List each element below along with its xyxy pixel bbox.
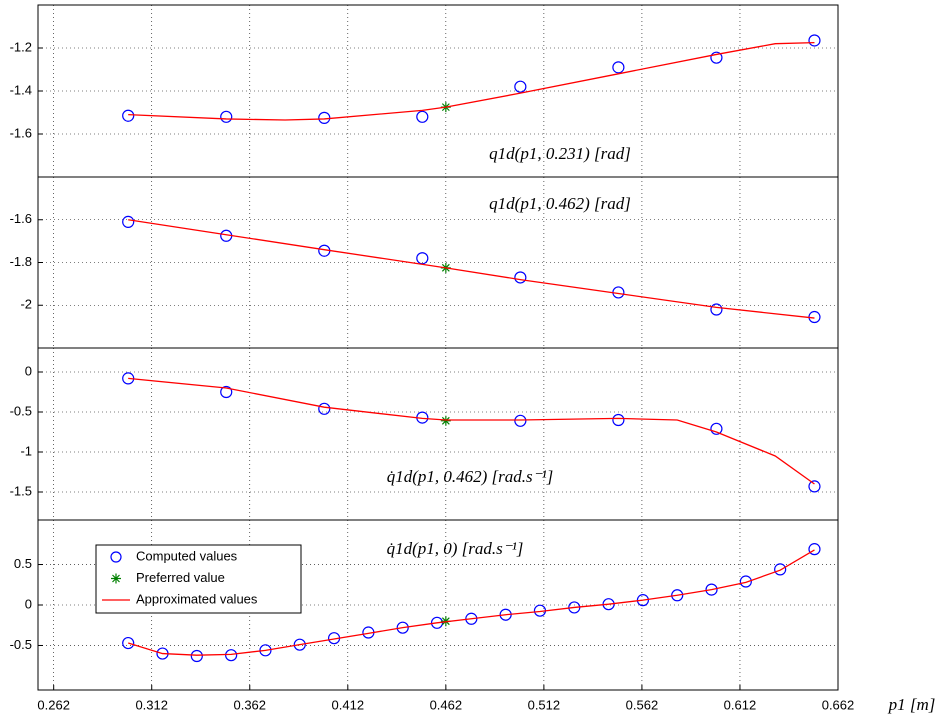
- plot-area: [38, 348, 838, 520]
- y-tick-label: -1.8: [10, 254, 32, 269]
- x-tick-label: 0.612: [724, 697, 757, 712]
- data-point: [808, 543, 821, 556]
- x-tick-label: 0.362: [233, 697, 266, 712]
- x-tick-label: 0.262: [37, 697, 70, 712]
- data-point: [710, 303, 723, 316]
- y-tick-label: 0.5: [14, 556, 32, 571]
- y-tick-label: -0.5: [10, 637, 32, 652]
- x-axis-label: p1 [m]: [888, 695, 936, 714]
- data-point: [440, 415, 451, 426]
- x-tick-label: 0.662: [822, 697, 855, 712]
- annotation: q̇1d(p1, 0) [rad.s⁻¹]: [387, 539, 524, 558]
- y-tick-label: -1: [20, 443, 32, 458]
- y-tick-label: -2: [20, 297, 32, 312]
- y-tick-label: -0.5: [10, 403, 32, 418]
- y-tick-label: -1.6: [10, 125, 32, 140]
- data-point: [396, 621, 409, 634]
- data-point: [710, 422, 723, 435]
- curve: [128, 377, 815, 485]
- data-point: [705, 583, 718, 596]
- data-point: [293, 638, 306, 651]
- data-point: [416, 110, 429, 123]
- legend-symbol: [110, 551, 122, 563]
- data-point: [225, 649, 238, 662]
- data-point: [774, 563, 787, 576]
- x-tick-label: 0.312: [135, 697, 168, 712]
- x-tick-label: 0.412: [332, 697, 365, 712]
- data-point: [808, 34, 821, 47]
- data-point: [514, 414, 527, 427]
- data-point: [122, 636, 135, 650]
- data-point: [710, 51, 723, 64]
- data-point: [220, 110, 233, 123]
- y-tick-label: 0: [25, 363, 32, 378]
- data-point: [190, 649, 203, 663]
- annotation: q1d(p1, 0.462) [rad]: [489, 194, 631, 213]
- data-point: [514, 80, 527, 93]
- data-point: [612, 413, 625, 427]
- y-tick-label: -1.5: [10, 483, 32, 498]
- y-tick-label: -1.2: [10, 39, 32, 54]
- data-point: [671, 589, 684, 602]
- curve: [128, 549, 815, 656]
- legend-label: Computed values: [136, 548, 238, 563]
- x-tick-label: 0.512: [528, 697, 561, 712]
- data-point: [220, 385, 233, 399]
- data-point: [612, 61, 625, 74]
- curve: [128, 219, 815, 319]
- data-point: [514, 271, 527, 284]
- y-tick-label: -1.4: [10, 82, 32, 97]
- legend-box: [95, 544, 302, 614]
- data-point: [122, 215, 135, 228]
- axes-frame: [37, 519, 839, 691]
- annotation: q̇1d(p1, 0.462) [rad.s⁻¹]: [387, 467, 554, 486]
- data-point: [808, 480, 821, 493]
- x-tick-label: 0.462: [430, 697, 463, 712]
- data-point: [122, 109, 135, 122]
- data-point: [739, 575, 752, 588]
- legend-label: Approximated values: [136, 591, 258, 606]
- annotation: q1d(p1, 0.231) [rad]: [489, 144, 631, 163]
- legend-label: Preferred value: [136, 570, 225, 585]
- legend-symbol: [111, 573, 121, 584]
- y-tick-label: 0: [25, 596, 32, 611]
- x-tick-label: 0.562: [626, 697, 659, 712]
- data-point: [318, 402, 331, 415]
- y-tick-label: -1.6: [10, 211, 32, 226]
- curve: [128, 41, 815, 121]
